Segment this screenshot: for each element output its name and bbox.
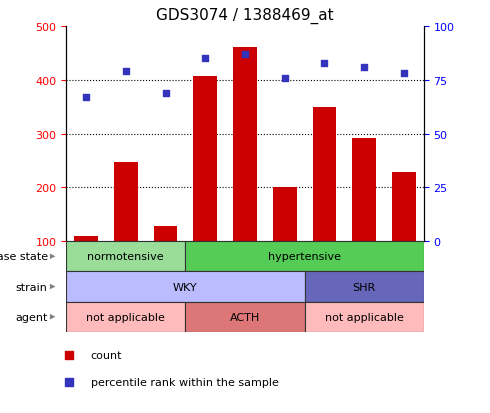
Point (320, 60, 328, 66)
Text: disease state: disease state (0, 252, 48, 262)
Point (281, 75, 289, 82)
Title: GDS3074 / 1388469_at: GDS3074 / 1388469_at (156, 8, 334, 24)
Bar (66, 302, 185, 332)
Point (82, 95, 90, 101)
Text: percentile rank within the sample: percentile rank within the sample (91, 377, 278, 387)
Text: strain: strain (16, 282, 48, 292)
Text: GSM198859: GSM198859 (161, 246, 171, 305)
Bar (392, 173, 416, 242)
Bar (114, 162, 138, 242)
Text: GSM198864: GSM198864 (359, 246, 369, 304)
Point (65, 379, 73, 386)
Bar (265, 242, 305, 293)
Bar (185, 242, 424, 272)
Text: GSM198865: GSM198865 (399, 246, 409, 305)
Point (162, 90, 170, 97)
Bar (185, 302, 305, 332)
Text: GSM198857: GSM198857 (81, 246, 91, 305)
Text: GSM198861: GSM198861 (240, 246, 250, 304)
Bar (384, 242, 424, 293)
Bar (305, 242, 344, 293)
Point (360, 64, 368, 71)
Text: not applicable: not applicable (325, 312, 404, 322)
Bar (305, 272, 424, 302)
Text: not applicable: not applicable (86, 312, 165, 322)
Text: GSM198860: GSM198860 (200, 246, 210, 304)
Bar (185, 242, 225, 293)
Point (122, 69, 130, 75)
Bar (66, 272, 305, 302)
Text: normotensive: normotensive (87, 252, 164, 262)
Bar (74, 236, 98, 242)
Bar (233, 48, 257, 242)
Text: ACTH: ACTH (230, 312, 260, 322)
Bar (352, 139, 376, 242)
Bar (305, 302, 424, 332)
Point (65, 351, 73, 358)
Point (201, 56, 209, 62)
Bar (194, 77, 217, 242)
Bar (225, 242, 265, 293)
Point (400, 71, 408, 77)
Text: agent: agent (15, 312, 48, 322)
Bar (106, 242, 146, 293)
Text: GSM198858: GSM198858 (121, 246, 131, 305)
Text: GSM198862: GSM198862 (280, 246, 290, 305)
Bar (66, 242, 185, 272)
Point (241, 52, 249, 58)
Bar (344, 242, 384, 293)
Bar (313, 108, 337, 242)
Bar (66, 242, 106, 293)
Text: SHR: SHR (353, 282, 376, 292)
Bar (153, 227, 177, 242)
Text: WKY: WKY (173, 282, 197, 292)
Text: hypertensive: hypertensive (268, 252, 341, 262)
Text: count: count (91, 350, 122, 360)
Text: GSM198863: GSM198863 (319, 246, 329, 304)
Bar (146, 242, 185, 293)
Bar (273, 188, 296, 242)
